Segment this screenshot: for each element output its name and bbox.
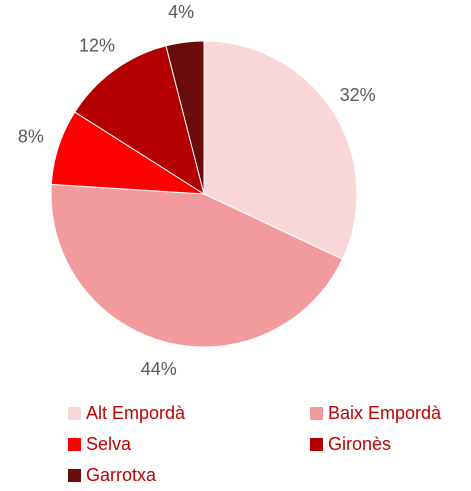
legend-swatch [310, 407, 323, 420]
legend-label: Gironès [328, 434, 391, 454]
legend-label: Selva [86, 434, 132, 454]
legend-swatch [310, 438, 323, 451]
data-label: 4% [168, 2, 194, 22]
pie-slice [74, 45, 205, 196]
legend-swatch [68, 469, 81, 482]
legend-label: Baix Empordà [328, 403, 442, 423]
legend-swatch [68, 407, 81, 420]
legend-swatch [68, 438, 81, 451]
pie-slice [165, 40, 205, 195]
legend-label: Garrotxa [86, 465, 157, 485]
pie-slice [203, 40, 358, 260]
pie-slice [50, 183, 344, 348]
data-label: 32% [340, 85, 376, 105]
legend-label: Alt Empordà [86, 403, 186, 423]
data-label: 44% [141, 359, 177, 379]
data-label: 12% [79, 36, 115, 56]
data-label: 8% [18, 127, 44, 147]
